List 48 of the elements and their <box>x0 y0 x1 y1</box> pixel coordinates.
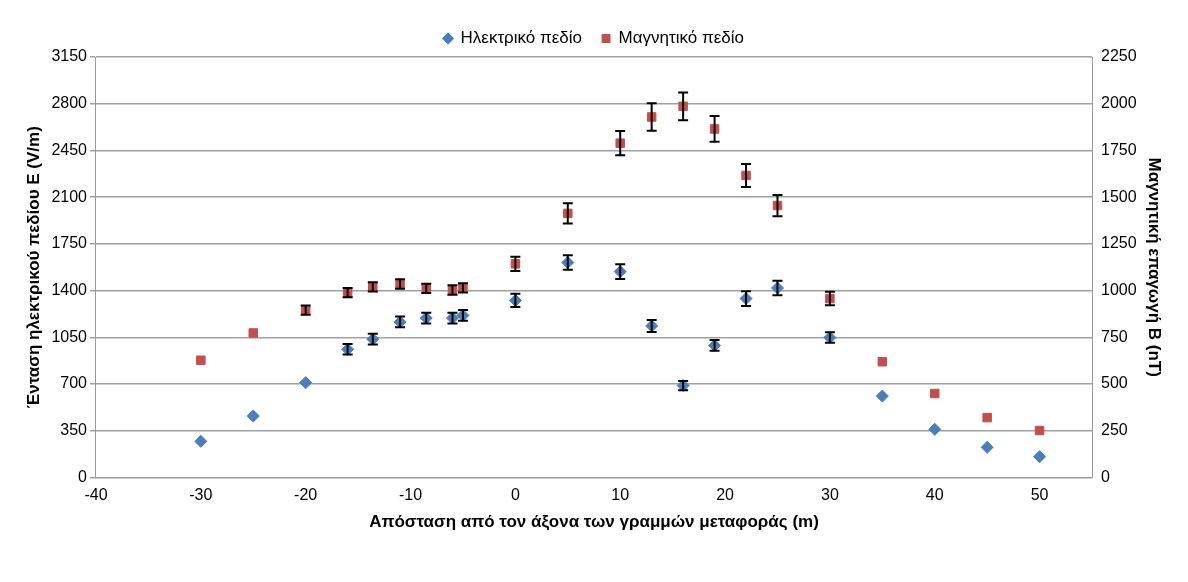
point <box>1034 425 1045 436</box>
y-tick-label: 1750 <box>51 234 88 252</box>
point <box>246 409 260 423</box>
point <box>194 434 208 448</box>
x-tick-label: -20 <box>294 486 318 504</box>
point <box>930 388 940 399</box>
x-axis-title: Απόσταση από τον άξονα των γραμμών μεταφοράς (m) <box>369 512 819 532</box>
x-tick-label: -30 <box>189 486 213 504</box>
point <box>248 328 258 338</box>
y2-tick-label: 1750 <box>1101 140 1137 158</box>
point <box>980 440 994 454</box>
y2-axis-title: Μαγνητική επαγωγή B (nT) <box>1145 157 1165 377</box>
point <box>982 412 992 423</box>
y2-tick-label: 2000 <box>1101 94 1137 112</box>
y2-tick-label: 750 <box>1101 327 1128 345</box>
point <box>877 357 888 367</box>
y-tick-label: 3150 <box>51 47 88 65</box>
y-tick-label: 350 <box>60 421 88 439</box>
x-tick-label: 20 <box>716 486 735 504</box>
y-tick-label: 2450 <box>51 140 88 158</box>
y-tick-label: 1050 <box>51 327 88 345</box>
point <box>196 355 206 365</box>
x-tick-label: 50 <box>1030 486 1049 504</box>
y2-tick-label: 250 <box>1101 421 1128 439</box>
y-axis-title: Ένταση ηλεκτρικού πεδίου E (V/m) <box>23 126 43 409</box>
y-tick-label: 2800 <box>51 94 88 112</box>
y2-tick-label: 1000 <box>1101 280 1137 298</box>
y-tick-label: 700 <box>60 374 88 392</box>
y-tick-label: 1400 <box>51 280 88 298</box>
y-tick-label: 2100 <box>51 187 88 205</box>
x-tick-label: 10 <box>611 486 630 504</box>
point <box>928 422 942 436</box>
point <box>1033 450 1047 464</box>
x-tick-label: 30 <box>821 486 839 504</box>
x-tick-label: 40 <box>925 486 944 504</box>
y-tick-label: 0 <box>78 467 88 485</box>
y2-tick-label: 500 <box>1101 374 1128 392</box>
x-tick-label: -40 <box>84 486 108 504</box>
point <box>875 389 889 403</box>
point <box>299 376 313 390</box>
y2-tick-label: 0 <box>1101 467 1111 485</box>
y2-tick-label: 1500 <box>1101 187 1137 205</box>
y2-tick-label: 2250 <box>1101 47 1137 65</box>
x-tick-label: -10 <box>398 486 423 504</box>
legend-label: Ηλεκτρικό πεδίο <box>460 28 583 48</box>
y2-tick-label: 1250 <box>1101 234 1137 252</box>
x-tick-label: 0 <box>510 486 520 504</box>
legend-label: Μαγνητικό πεδίο <box>618 28 744 48</box>
